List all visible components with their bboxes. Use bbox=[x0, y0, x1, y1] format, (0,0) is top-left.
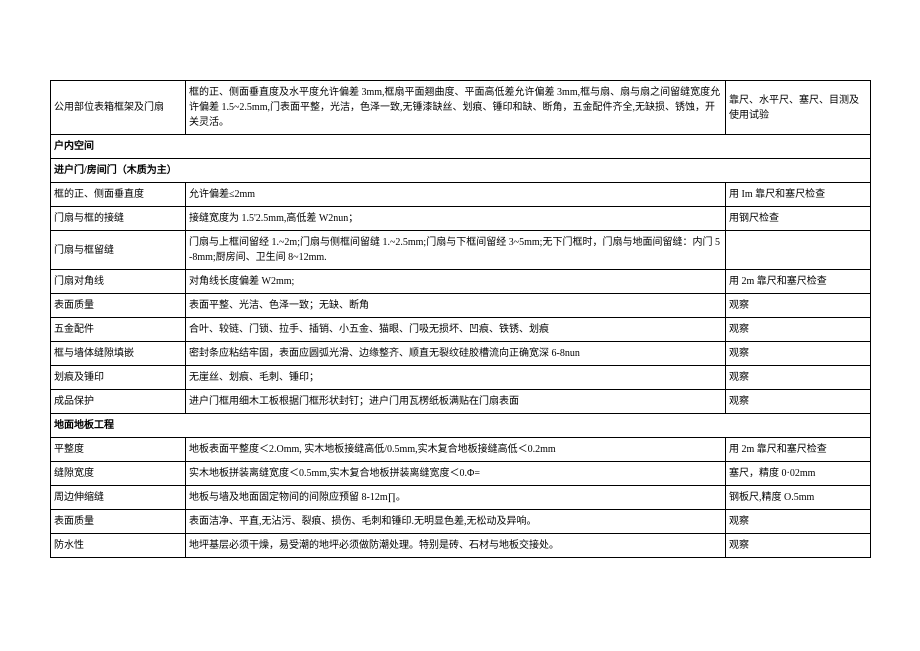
item-name-cell: 框的正、侧面垂直度 bbox=[51, 183, 186, 207]
requirement-cell: 进户门框用细木工板根据门框形状封钉；进户门用瓦楞纸板满贴在门扇表面 bbox=[186, 390, 726, 414]
table-row: 公用部位表箱框架及门扇框的正、侧面垂直度及水平度允许偏差 3mm,框扇平面翘曲度… bbox=[51, 81, 871, 135]
table-row: 周边伸缩缝地板与墙及地面固定物间的间隙应预留 8-12m∏。钢板尺,精度 O.5… bbox=[51, 486, 871, 510]
item-name-cell: 门扇对角线 bbox=[51, 270, 186, 294]
requirement-cell: 门扇与上框间留经 1.~2m;门扇与侧框间留缝 1.~2.5mm;门扇与下框间留… bbox=[186, 231, 726, 270]
item-name-cell: 周边伸缩缝 bbox=[51, 486, 186, 510]
requirement-cell: 地板表面平整度＜2.Omm, 实木地板接缝高低/0.5mm,实木复合地板接缝高低… bbox=[186, 438, 726, 462]
item-name-cell: 缝隙宽度 bbox=[51, 462, 186, 486]
method-cell: 用 2m 靠尺和塞尺检查 bbox=[726, 438, 871, 462]
item-name-cell: 门扇与框的接缝 bbox=[51, 207, 186, 231]
spec-table: 公用部位表箱框架及门扇框的正、侧面垂直度及水平度允许偏差 3mm,框扇平面翘曲度… bbox=[50, 80, 871, 558]
requirement-cell: 地坪基层必须干燥，易受潮的地坪必须做防潮处理。特别是砖、石材与地板交接处。 bbox=[186, 534, 726, 558]
table-row: 门扇与框的接缝接缝宽度为 1.5'2.5mm,高低差 W2nun；用钢尺检查 bbox=[51, 207, 871, 231]
requirement-cell: 表面洁净、平直,无沾污、裂痕、损伤、毛刺和锤印.无明显色差,无松动及异响。 bbox=[186, 510, 726, 534]
method-cell: 观察 bbox=[726, 366, 871, 390]
requirement-cell: 框的正、侧面垂直度及水平度允许偏差 3mm,框扇平面翘曲度、平面高低差允许偏差 … bbox=[186, 81, 726, 135]
table-row: 五金配件合叶、较链、门锁、拉手、插销、小五金、猫眼、门吸无损坏、凹痕、铁锈、划痕… bbox=[51, 318, 871, 342]
requirement-cell: 接缝宽度为 1.5'2.5mm,高低差 W2nun； bbox=[186, 207, 726, 231]
table-row: 框的正、侧面垂直度允许偏差≤2mm用 Im 靠尺和塞尺检查 bbox=[51, 183, 871, 207]
table-row: 防水性地坪基层必须干燥，易受潮的地坪必须做防潮处理。特别是砖、石材与地板交接处。… bbox=[51, 534, 871, 558]
requirement-cell: 实木地板拼装离缝宽度＜0.5mm,实木复合地板拼装离缝宽度＜0.Φ= bbox=[186, 462, 726, 486]
item-name-cell: 门扇与框留缝 bbox=[51, 231, 186, 270]
item-name-cell: 框与墙体缝隙填嵌 bbox=[51, 342, 186, 366]
method-cell: 钢板尺,精度 O.5mm bbox=[726, 486, 871, 510]
section-header-cell: 户内空间 bbox=[51, 135, 871, 159]
method-cell: 观察 bbox=[726, 318, 871, 342]
method-cell: 观察 bbox=[726, 294, 871, 318]
method-cell: 用 Im 靠尺和塞尺检查 bbox=[726, 183, 871, 207]
table-row: 成品保护进户门框用细木工板根据门框形状封钉；进户门用瓦楞纸板满贴在门扇表面观察 bbox=[51, 390, 871, 414]
requirement-cell: 表面平整、光洁、色泽一致；无缺、断角 bbox=[186, 294, 726, 318]
requirement-cell: 无崖丝、划痕、毛刺、锤印； bbox=[186, 366, 726, 390]
requirement-cell: 密封条应粘结牢固，表面应圆弧光滑、边缘整齐、顺直无裂纹硅胶槽流向正确宽深 6-8… bbox=[186, 342, 726, 366]
method-cell: 塞尺，精度 0·02mm bbox=[726, 462, 871, 486]
table-row: 户内空间 bbox=[51, 135, 871, 159]
item-name-cell: 成品保护 bbox=[51, 390, 186, 414]
table-row: 划痕及锤印无崖丝、划痕、毛刺、锤印；观察 bbox=[51, 366, 871, 390]
item-name-cell: 表面质量 bbox=[51, 294, 186, 318]
method-cell: 用钢尺检查 bbox=[726, 207, 871, 231]
table-row: 门扇与框留缝门扇与上框间留经 1.~2m;门扇与侧框间留缝 1.~2.5mm;门… bbox=[51, 231, 871, 270]
requirement-cell: 对角线长度偏差 W2mm; bbox=[186, 270, 726, 294]
table-row: 平整度地板表面平整度＜2.Omm, 实木地板接缝高低/0.5mm,实木复合地板接… bbox=[51, 438, 871, 462]
requirement-cell: 地板与墙及地面固定物间的间隙应预留 8-12m∏。 bbox=[186, 486, 726, 510]
requirement-cell: 合叶、较链、门锁、拉手、插销、小五金、猫眼、门吸无损坏、凹痕、铁锈、划痕 bbox=[186, 318, 726, 342]
method-cell: 观察 bbox=[726, 342, 871, 366]
item-name-cell: 五金配件 bbox=[51, 318, 186, 342]
table-row: 缝隙宽度实木地板拼装离缝宽度＜0.5mm,实木复合地板拼装离缝宽度＜0.Φ=塞尺… bbox=[51, 462, 871, 486]
table-row: 框与墙体缝隙填嵌密封条应粘结牢固，表面应圆弧光滑、边缘整齐、顺直无裂纹硅胶槽流向… bbox=[51, 342, 871, 366]
item-name-cell: 表面质量 bbox=[51, 510, 186, 534]
requirement-cell: 允许偏差≤2mm bbox=[186, 183, 726, 207]
method-cell: 观察 bbox=[726, 534, 871, 558]
table-row: 地面地板工程 bbox=[51, 414, 871, 438]
section-header-cell: 地面地板工程 bbox=[51, 414, 871, 438]
method-cell: 观察 bbox=[726, 510, 871, 534]
method-cell: 用 2m 靠尺和塞尺检查 bbox=[726, 270, 871, 294]
table-row: 表面质量表面洁净、平直,无沾污、裂痕、损伤、毛刺和锤印.无明显色差,无松动及异响… bbox=[51, 510, 871, 534]
item-name-cell: 防水性 bbox=[51, 534, 186, 558]
method-cell: 观察 bbox=[726, 390, 871, 414]
section-header-cell: 进户门/房间门（木质为主） bbox=[51, 159, 871, 183]
table-row: 表面质量表面平整、光洁、色泽一致；无缺、断角观察 bbox=[51, 294, 871, 318]
table-row: 进户门/房间门（木质为主） bbox=[51, 159, 871, 183]
item-name-cell: 划痕及锤印 bbox=[51, 366, 186, 390]
method-cell bbox=[726, 231, 871, 270]
method-cell: 靠尺、水平尺、塞尺、目测及使用试验 bbox=[726, 81, 871, 135]
item-name-cell: 公用部位表箱框架及门扇 bbox=[51, 81, 186, 135]
item-name-cell: 平整度 bbox=[51, 438, 186, 462]
table-row: 门扇对角线对角线长度偏差 W2mm;用 2m 靠尺和塞尺检查 bbox=[51, 270, 871, 294]
